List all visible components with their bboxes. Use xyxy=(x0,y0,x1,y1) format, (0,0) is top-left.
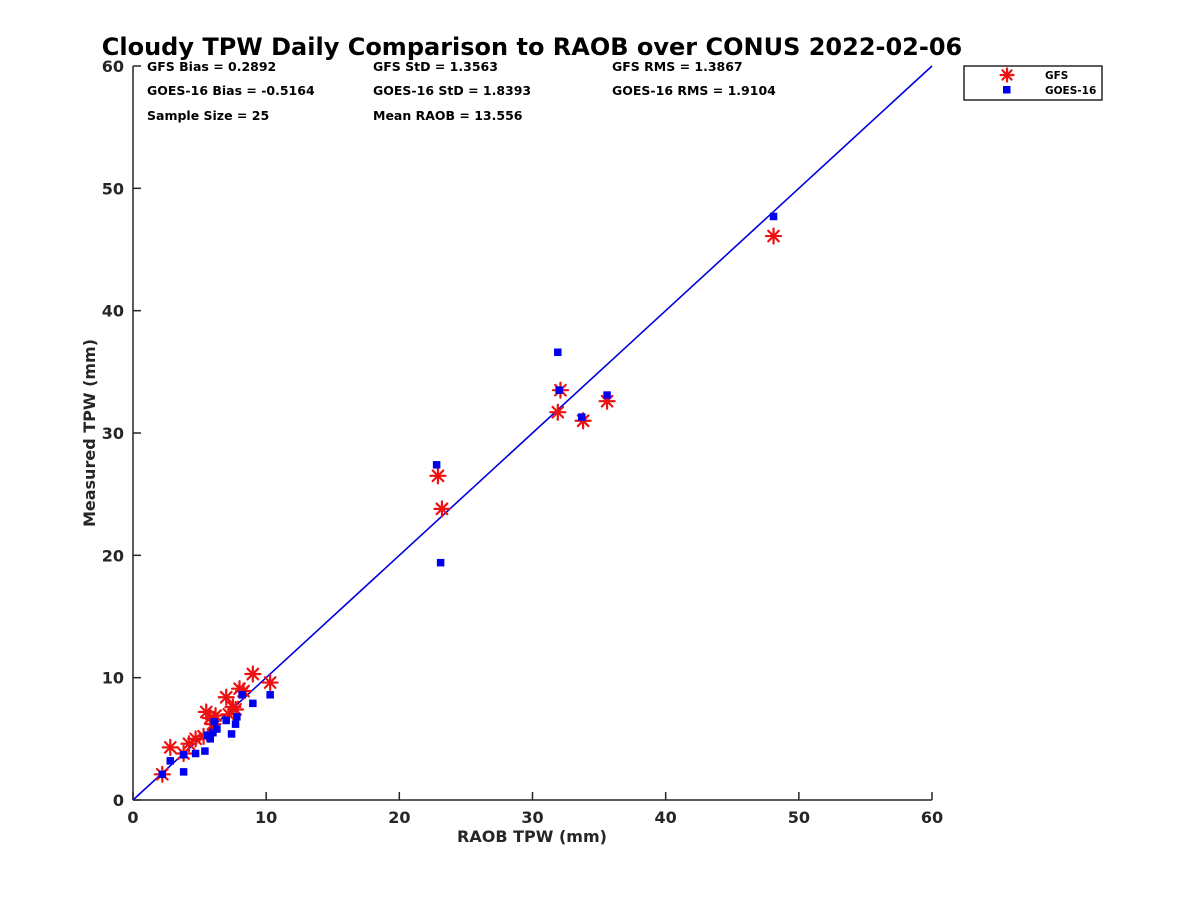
legend-box xyxy=(963,65,1103,101)
chart-title: Cloudy TPW Daily Comparison to RAOB over… xyxy=(102,33,962,61)
gfs-rms-stat: GFS RMS = 1.3867 xyxy=(612,59,743,74)
plot-area xyxy=(132,65,933,801)
legend-goes16-marker-icon xyxy=(1003,86,1011,94)
goes16-point xyxy=(227,730,236,738)
goes16-point xyxy=(166,757,175,765)
goes-std-stat: GOES-16 StD = 1.8393 xyxy=(373,83,531,98)
y-tick-label: 60 xyxy=(102,57,124,76)
legend-goes16-label: GOES-16 xyxy=(1045,85,1096,97)
goes16-point xyxy=(249,699,257,708)
goes16-point xyxy=(266,691,274,699)
goes16-point xyxy=(213,725,221,733)
gfs-point xyxy=(433,500,451,518)
legend: GFS GOES-16 xyxy=(963,65,1103,101)
x-tick-label: 30 xyxy=(521,808,543,827)
gfs-point xyxy=(161,738,179,756)
y-tick-label: 40 xyxy=(102,302,124,321)
legend-gfs-marker-icon xyxy=(999,67,1015,83)
gfs-point xyxy=(429,467,447,485)
goes16-series xyxy=(158,212,778,779)
x-tick-label: 20 xyxy=(388,808,410,827)
x-axis-label: RAOB TPW (mm) xyxy=(457,827,607,846)
y-tick-label: 20 xyxy=(102,546,124,565)
x-tick-label: 40 xyxy=(655,808,677,827)
goes16-point xyxy=(238,691,246,699)
gfs-point xyxy=(180,735,198,753)
goes-bias-stat: GOES-16 Bias = -0.5164 xyxy=(147,83,315,98)
goes16-point xyxy=(191,749,200,758)
goes16-point xyxy=(158,770,167,779)
legend-asterisk-icon xyxy=(999,67,1015,83)
goes16-point xyxy=(432,461,441,469)
x-tick-label: 60 xyxy=(921,808,943,827)
goes16-point xyxy=(210,717,218,726)
goes16-point xyxy=(209,728,217,737)
goes16-point xyxy=(578,413,586,421)
goes16-point xyxy=(436,558,445,567)
y-axis-label: Measured TPW (mm) xyxy=(80,339,99,527)
gfs-series xyxy=(153,227,783,783)
gfs-point xyxy=(549,403,567,421)
gfs-point xyxy=(764,227,783,245)
x-axis-ticks: 0 10 20 30 40 50 60 xyxy=(127,792,943,827)
y-tick-label: 0 xyxy=(113,791,124,810)
goes16-point xyxy=(231,720,240,728)
one-to-one-reference-line xyxy=(132,65,933,801)
goes16-point xyxy=(179,768,188,776)
y-tick-label: 30 xyxy=(102,424,124,443)
sample-size-stat: Sample Size = 25 xyxy=(147,108,269,123)
goes16-point xyxy=(769,212,778,221)
x-tick-label: 0 xyxy=(127,808,138,827)
statistics-annotations: GFS Bias = 0.2892 GFS StD = 1.3563 GFS R… xyxy=(147,59,776,123)
goes16-point xyxy=(554,348,562,357)
goes16-point xyxy=(603,391,611,399)
legend-gfs-label: GFS xyxy=(1045,70,1068,82)
gfs-std-stat: GFS StD = 1.3563 xyxy=(373,59,498,74)
goes-rms-stat: GOES-16 RMS = 1.9104 xyxy=(612,83,776,98)
goes16-point xyxy=(233,713,241,721)
mean-raob-stat: Mean RAOB = 13.556 xyxy=(373,108,523,123)
goes16-point xyxy=(179,750,188,759)
goes16-point xyxy=(201,747,209,755)
x-tick-label: 10 xyxy=(255,808,277,827)
y-tick-label: 10 xyxy=(102,669,124,688)
gfs-point xyxy=(244,665,262,683)
gfs-bias-stat: GFS Bias = 0.2892 xyxy=(147,59,276,74)
gfs-point xyxy=(261,673,279,692)
y-axis-ticks: 0 10 20 30 40 50 60 xyxy=(102,57,141,810)
axes: 0 10 20 30 40 50 60 0 10 20 30 40 50 60 xyxy=(102,57,943,827)
goes16-point xyxy=(222,716,230,725)
x-tick-label: 50 xyxy=(788,808,810,827)
goes16-point xyxy=(555,386,563,394)
gfs-point xyxy=(217,688,235,706)
y-tick-label: 50 xyxy=(102,179,124,198)
goes16-point xyxy=(203,731,212,739)
